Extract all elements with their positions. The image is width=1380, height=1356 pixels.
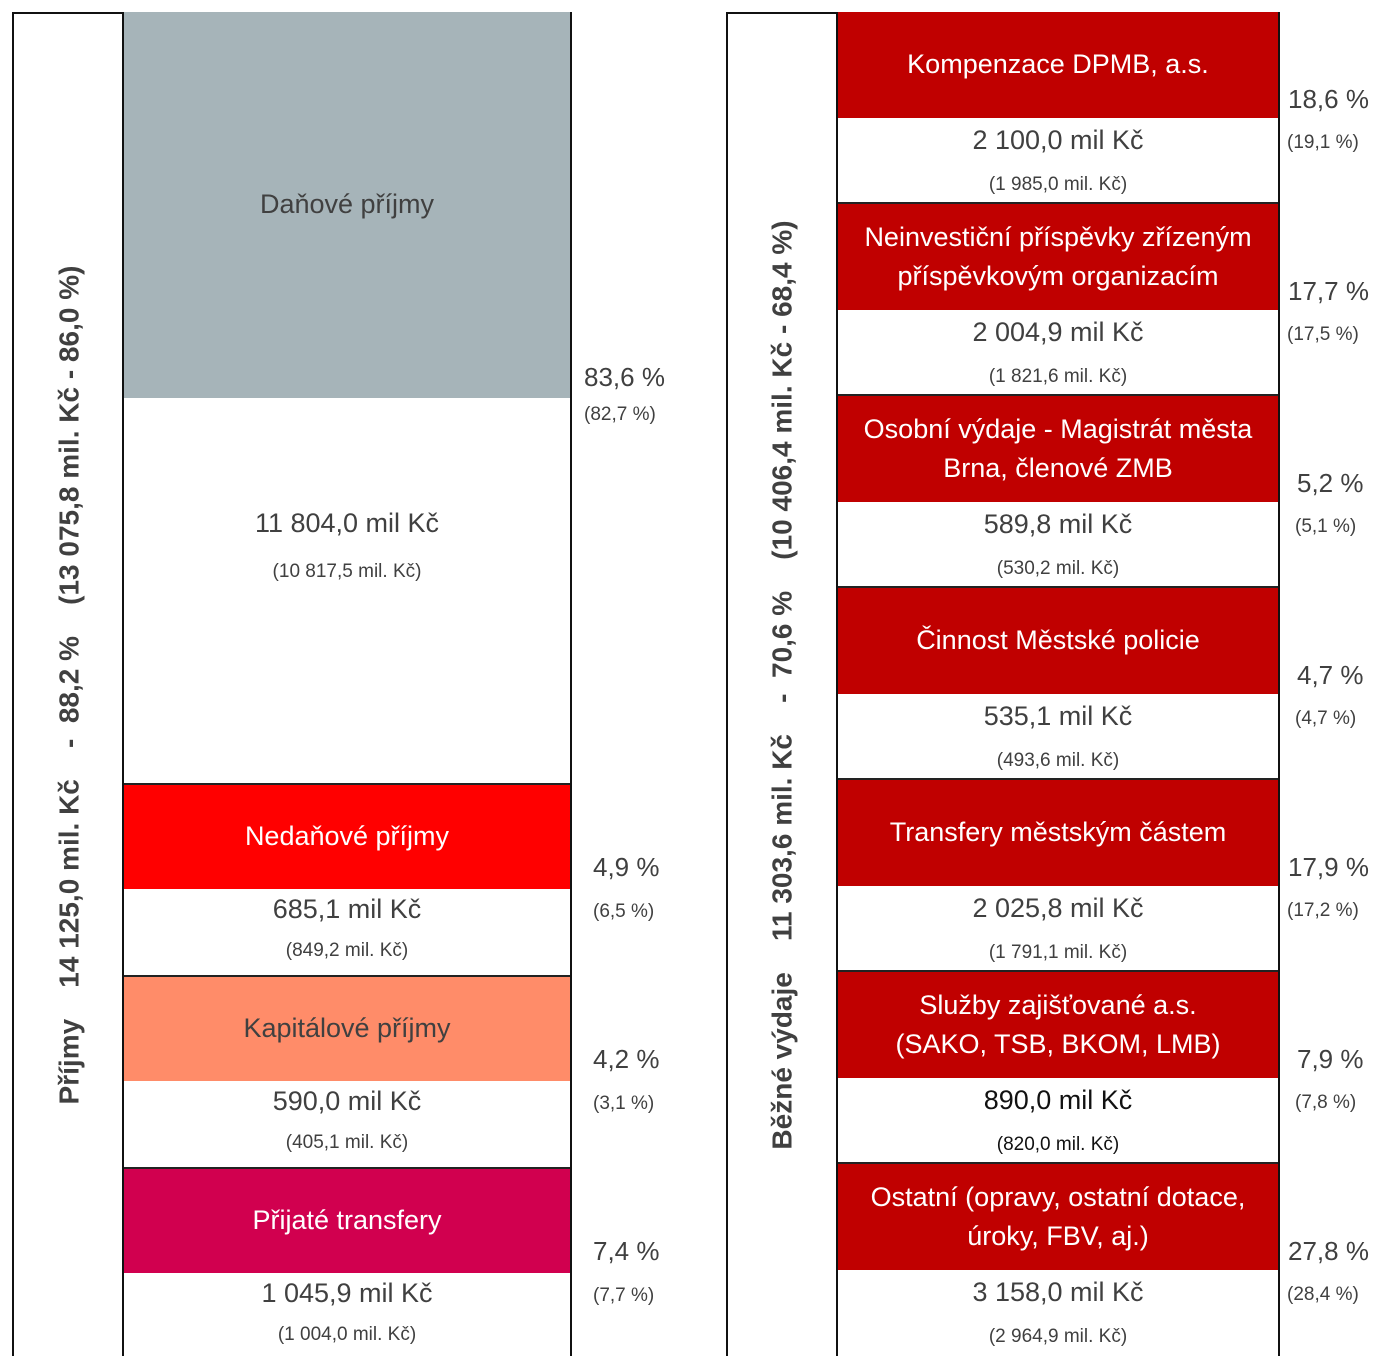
expense-amount-services: 890,0 mil Kč (983, 1085, 1133, 1115)
expense-pct-personnel: 5,2 % (1297, 468, 1364, 498)
income-prev-transfers: (1 004,0 mil. Kč) (277, 1324, 417, 1345)
expense-block-contributions: Neinvestiční příspěvky zřízeným příspěvk… (838, 204, 1278, 394)
income-pct-prev-nontax: (6,5 %) (593, 901, 655, 922)
income-prev-capital: (405,1 mil. Kč) (285, 1132, 409, 1153)
expense-prev-districts: (1 791,1 mil. Kč) (988, 942, 1128, 963)
expense-block-police: Činnost Městské policie 535,1 mil Kč (49… (838, 588, 1278, 778)
expense-block-other: Ostatní (opravy, ostatní dotace, úroky, … (838, 1164, 1278, 1356)
expense-pct-prev-services: (7,8 %) (1295, 1092, 1357, 1113)
income-column: Daňové příjmy 11 804,0 mil Kč (10 817,5 … (122, 12, 572, 1356)
expense-separator (838, 202, 1278, 204)
expense-pct-other: 27,8 % (1288, 1236, 1369, 1266)
expense-band-other: Ostatní (opravy, ostatní dotace, úroky, … (838, 1164, 1278, 1270)
expense-pct-prev-dpmb: (19,1 %) (1287, 132, 1359, 153)
income-prev-tax: (10 817,5 mil. Kč) (272, 561, 422, 582)
income-amount-tax: 11 804,0 mil Kč (254, 508, 440, 538)
expense-band-services: Služby zajišťované a.s. (SAKO, TSB, BKOM… (838, 972, 1278, 1078)
income-band-tax: Daňové příjmy (124, 12, 570, 398)
income-amount-nontax: 685,1 mil Kč (272, 894, 422, 924)
expense-pct-prev-personnel: (5,1 %) (1295, 516, 1357, 537)
expense-amount-contributions: 2 004,9 mil Kč (972, 317, 1144, 347)
income-block-tax: Daňové příjmy 11 804,0 mil Kč (10 817,5 … (124, 12, 570, 784)
income-pct-prev-capital: (3,1 %) (593, 1093, 655, 1114)
expense-prev-dpmb: (1 985,0 mil. Kč) (988, 174, 1128, 195)
income-band-transfers: Přijaté transfery (124, 1169, 570, 1273)
expense-band-contributions: Neinvestiční příspěvky zřízeným příspěvk… (838, 204, 1278, 310)
expense-band-dpmb: Kompenzace DPMB, a.s. (838, 12, 1278, 118)
income-vertical-label: Příjmy 14 125,0 mil. Kč - 88,2 % (13 075… (14, 14, 124, 1356)
income-pct-transfers: 7,4 % (593, 1236, 660, 1266)
expense-pct-districts: 17,9 % (1288, 852, 1369, 882)
expense-amount-police: 535,1 mil Kč (983, 701, 1133, 731)
income-amount-transfers: 1 045,9 mil Kč (261, 1278, 433, 1308)
expense-prev-personnel: (530,2 mil. Kč) (996, 558, 1120, 579)
expense-amount-dpmb: 2 100,0 mil Kč (972, 125, 1144, 155)
income-separator (124, 783, 570, 785)
expense-band-personnel: Osobní výdaje - Magistrát města Brna, čl… (838, 396, 1278, 502)
expense-pct-dpmb: 18,6 % (1288, 84, 1369, 114)
expense-pct-contributions: 17,7 % (1288, 276, 1369, 306)
expense-amount-other: 3 158,0 mil Kč (972, 1277, 1144, 1307)
expense-block-dpmb: Kompenzace DPMB, a.s. 2 100,0 mil Kč (1 … (838, 12, 1278, 202)
expense-prev-services: (820,0 mil. Kč) (996, 1134, 1120, 1155)
income-block-nontax: Nedaňové příjmy 685,1 mil Kč (849,2 mil.… (124, 785, 570, 975)
expense-pct-services: 7,9 % (1297, 1044, 1364, 1074)
income-band-capital: Kapitálové příjmy (124, 977, 570, 1081)
expense-pct-prev-police: (4,7 %) (1295, 708, 1357, 729)
income-label-text: Příjmy 14 125,0 mil. Kč - 88,2 % (13 075… (53, 265, 84, 1105)
expense-pct-prev-other: (28,4 %) (1287, 1284, 1359, 1305)
expense-amount-personnel: 589,8 mil Kč (983, 509, 1133, 539)
expense-amount-districts: 2 025,8 mil Kč (972, 893, 1144, 923)
expense-separator (838, 778, 1278, 780)
expense-prev-police: (493,6 mil. Kč) (996, 750, 1120, 771)
expense-separator (838, 970, 1278, 972)
income-band-nontax: Nedaňové příjmy (124, 785, 570, 889)
income-separator (124, 975, 570, 977)
expense-pct-prev-districts: (17,2 %) (1287, 900, 1359, 921)
expense-block-districts: Transfery městským částem 2 025,8 mil Kč… (838, 780, 1278, 970)
income-pct-prev-tax: (82,7 %) (584, 404, 656, 425)
expense-separator (838, 1162, 1278, 1164)
income-pct-nontax: 4,9 % (593, 852, 660, 882)
expense-pct-police: 4,7 % (1297, 660, 1364, 690)
expense-prev-other: (2 964,9 mil. Kč) (988, 1326, 1128, 1347)
expense-separator (838, 394, 1278, 396)
income-pct-prev-transfers: (7,7 %) (593, 1285, 655, 1306)
expense-pct-prev-contributions: (17,5 %) (1287, 324, 1359, 345)
expenses-vertical-label: Běžné výdaje 11 303,6 mil. Kč - 70,6 % (… (728, 14, 838, 1356)
income-separator (124, 1167, 570, 1169)
expense-band-districts: Transfery městským částem (838, 780, 1278, 886)
expenses-label-text: Běžné výdaje 11 303,6 mil. Kč - 70,6 % (… (767, 220, 799, 1150)
income-prev-nontax: (849,2 mil. Kč) (285, 940, 409, 961)
expense-separator (838, 586, 1278, 588)
income-block-transfers: Přijaté transfery 1 045,9 mil Kč (1 004,… (124, 1169, 570, 1356)
income-pct-capital: 4,2 % (593, 1044, 660, 1074)
income-pct-tax: 83,6 % (584, 362, 665, 392)
expense-prev-contributions: (1 821,6 mil. Kč) (988, 366, 1128, 387)
expense-block-personnel: Osobní výdaje - Magistrát města Brna, čl… (838, 396, 1278, 586)
income-amount-capital: 590,0 mil Kč (272, 1086, 422, 1116)
expense-band-police: Činnost Městské policie (838, 588, 1278, 694)
expense-block-services: Služby zajišťované a.s. (SAKO, TSB, BKOM… (838, 972, 1278, 1162)
income-block-capital: Kapitálové příjmy 590,0 mil Kč (405,1 mi… (124, 977, 570, 1167)
expenses-column: Kompenzace DPMB, a.s. 2 100,0 mil Kč (1 … (836, 12, 1280, 1356)
